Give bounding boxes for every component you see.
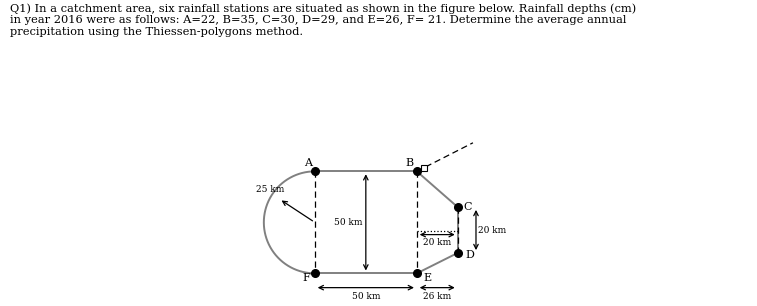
Text: 50 km: 50 km bbox=[351, 292, 380, 301]
Text: Q1) In a catchment area, six rainfall stations are situated as shown in the figu: Q1) In a catchment area, six rainfall st… bbox=[10, 3, 636, 37]
Text: C: C bbox=[463, 202, 472, 212]
Text: 25 km: 25 km bbox=[256, 185, 284, 194]
Text: 26 km: 26 km bbox=[423, 292, 451, 301]
Text: 50 km: 50 km bbox=[335, 218, 363, 227]
Text: 20 km: 20 km bbox=[478, 226, 506, 234]
Text: A: A bbox=[304, 158, 312, 168]
Text: B: B bbox=[406, 158, 414, 168]
Text: D: D bbox=[466, 250, 475, 260]
Text: F: F bbox=[303, 274, 310, 283]
Text: 20 km: 20 km bbox=[423, 238, 451, 247]
Text: E: E bbox=[423, 274, 431, 283]
